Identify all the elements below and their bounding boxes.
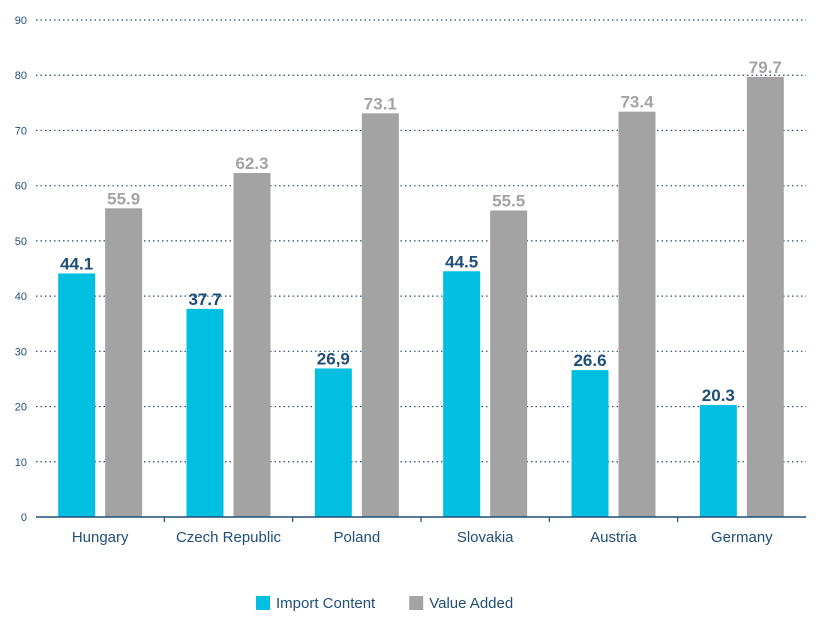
y-tick-label: 90 bbox=[15, 15, 27, 27]
bar-value-added bbox=[618, 111, 656, 518]
legend: Import Content Value Added bbox=[256, 595, 513, 612]
bar-import-content bbox=[314, 368, 352, 517]
y-tick-label: 0 bbox=[21, 512, 27, 524]
bar-import-content bbox=[58, 273, 96, 517]
y-tick-label: 20 bbox=[15, 402, 27, 414]
y-tick-label: 80 bbox=[15, 70, 27, 82]
y-tick-label: 60 bbox=[15, 181, 27, 193]
bar-import-content bbox=[699, 404, 737, 517]
legend-swatch bbox=[409, 596, 424, 610]
data-label: 73.1 bbox=[364, 94, 397, 113]
data-label: 37.7 bbox=[188, 290, 221, 309]
bar-import-content bbox=[186, 308, 224, 517]
data-label: 79.7 bbox=[749, 58, 782, 77]
x-category-label: Slovakia bbox=[457, 529, 514, 546]
legend-swatch bbox=[256, 596, 270, 610]
bar-import-content bbox=[443, 271, 481, 517]
data-label: 26.6 bbox=[573, 351, 606, 370]
bar-value-added bbox=[490, 210, 528, 517]
data-label: 44.5 bbox=[445, 252, 478, 271]
y-tick-label: 30 bbox=[15, 346, 27, 358]
y-axis-ticks: 0 10 20 30 40 50 60 70 80 90 bbox=[15, 15, 27, 524]
data-label: 20.3 bbox=[702, 386, 735, 405]
data-label: 62.3 bbox=[235, 154, 268, 173]
legend-label: Value Added bbox=[429, 595, 513, 612]
y-tick-label: 50 bbox=[15, 236, 27, 248]
y-tick-label: 40 bbox=[15, 291, 27, 303]
x-category-label: Austria bbox=[590, 529, 637, 546]
x-category-label: Hungary bbox=[72, 529, 129, 546]
y-tick-label: 70 bbox=[15, 125, 27, 137]
bar-value-added bbox=[233, 172, 271, 517]
bars bbox=[58, 76, 784, 518]
y-tick-label: 10 bbox=[15, 457, 27, 469]
legend-label: Import Content bbox=[276, 595, 376, 612]
data-label: 55.9 bbox=[107, 189, 140, 208]
data-label: 55.5 bbox=[492, 192, 525, 211]
x-category-label: Czech Republic bbox=[176, 529, 282, 546]
data-label: 73.4 bbox=[620, 93, 654, 112]
bar-value-added bbox=[361, 113, 399, 517]
x-category-label: Germany bbox=[711, 529, 773, 546]
x-category-label: Poland bbox=[333, 529, 380, 546]
gridlines bbox=[36, 19, 806, 463]
data-label: 26,9 bbox=[317, 349, 350, 368]
bar-value-added bbox=[746, 76, 784, 517]
data-label: 44.1 bbox=[60, 254, 93, 273]
x-axis: Hungary Czech Republic Poland Slovakia Austr… bbox=[36, 516, 806, 546]
value-labels: 44.1 55.9 37.7 62.3 26,9 73.1 44.5 55.5 26.6 73.4… bbox=[60, 58, 782, 405]
bar-value-added bbox=[105, 208, 143, 517]
bar-import-content bbox=[571, 370, 609, 517]
